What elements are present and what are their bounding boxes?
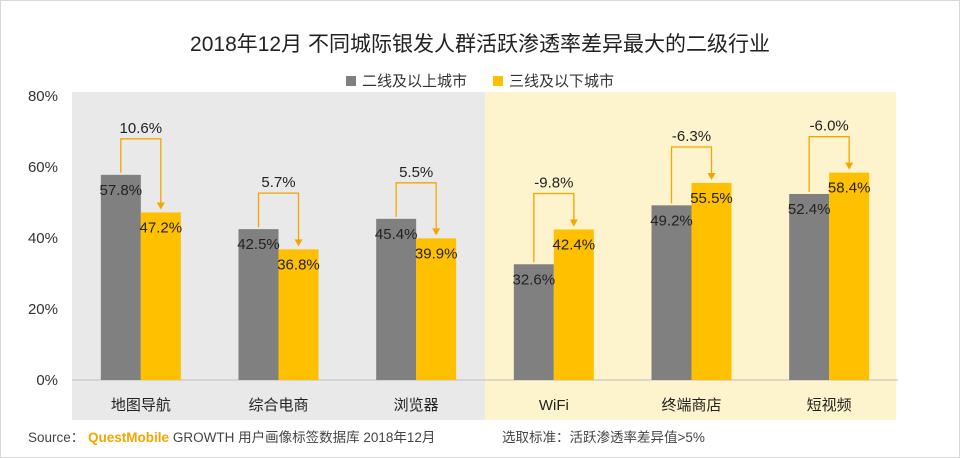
difference-arrowhead bbox=[707, 172, 716, 180]
bar-series-2 bbox=[691, 182, 732, 380]
chart-title: 2018年12月 不同城际银发人群活跃渗透率差异最大的二级行业 bbox=[190, 33, 770, 56]
legend-swatch-series-1 bbox=[345, 75, 356, 86]
source-brand: QuestMobile bbox=[88, 430, 170, 445]
difference-label: 5.7% bbox=[261, 174, 295, 191]
difference-arrowhead bbox=[156, 202, 165, 210]
bar-series-1 bbox=[376, 218, 417, 380]
x-tick-label: 综合电商 bbox=[248, 397, 308, 414]
x-tick-label: 地图导航 bbox=[111, 397, 171, 414]
selection-criteria: 选取标准：活跃渗透率差异值>5% bbox=[502, 430, 705, 445]
difference-label: 5.5% bbox=[399, 164, 433, 181]
difference-label: -6.0% bbox=[810, 118, 849, 135]
data-label-series-2: 42.4% bbox=[553, 236, 596, 253]
y-tick-label: 20% bbox=[28, 301, 58, 318]
y-tick-label: 80% bbox=[28, 88, 58, 105]
data-label-series-1: 52.4% bbox=[788, 201, 831, 218]
data-label-series-2: 47.2% bbox=[140, 219, 183, 236]
y-tick-label: 40% bbox=[28, 230, 58, 247]
data-label-series-1: 49.2% bbox=[650, 212, 693, 229]
data-label-series-2: 55.5% bbox=[690, 190, 733, 207]
difference-bracket bbox=[808, 136, 850, 192]
difference-label: -6.3% bbox=[672, 128, 711, 145]
legend-label-series-1: 二线及以上城市 bbox=[361, 73, 467, 90]
y-tick-label: 0% bbox=[36, 372, 58, 389]
data-label-series-1: 42.5% bbox=[237, 236, 280, 253]
difference-label: -9.8% bbox=[534, 174, 573, 191]
data-label-series-2: 36.8% bbox=[277, 256, 320, 273]
legend-swatch-series-2 bbox=[493, 75, 503, 86]
legend-item-series-1: 二线及以上城市 bbox=[345, 70, 467, 91]
source-prefix: Source： bbox=[28, 430, 85, 445]
source-suffix: GROWTH 用户画像标签数据库 2018年12月 bbox=[172, 430, 436, 445]
footer: Source： QuestMobile GROWTH 用户画像标签数据库 201… bbox=[28, 426, 705, 446]
difference-bracket bbox=[533, 192, 575, 263]
legend-label-series-2: 三线及以下城市 bbox=[509, 73, 615, 90]
difference-arrowhead bbox=[294, 239, 303, 247]
difference-bracket bbox=[257, 192, 300, 241]
data-label-series-2: 58.4% bbox=[828, 180, 871, 197]
difference-arrowhead bbox=[432, 228, 441, 236]
x-tick-label: 短视频 bbox=[807, 397, 852, 414]
difference-bracket bbox=[670, 146, 713, 204]
bar-series-2 bbox=[278, 249, 319, 380]
x-tick-label: 浏览器 bbox=[394, 397, 439, 414]
bar-series-1 bbox=[789, 193, 830, 380]
data-label-series-1: 32.6% bbox=[513, 271, 556, 288]
bar-series-1 bbox=[513, 264, 554, 380]
x-tick-label: 终端商店 bbox=[661, 397, 721, 414]
difference-arrowhead bbox=[569, 219, 578, 227]
data-label-series-2: 39.9% bbox=[415, 245, 458, 262]
bar-series-1 bbox=[100, 174, 141, 380]
difference-bracket bbox=[120, 138, 162, 204]
bar-series-1 bbox=[651, 205, 692, 380]
bar-series-1 bbox=[238, 229, 279, 380]
data-label-series-1: 45.4% bbox=[375, 226, 418, 243]
bar-series-2 bbox=[829, 172, 870, 380]
chart-legend: 二线及以上城市 三线及以下城市 bbox=[0, 70, 960, 91]
legend-item-series-2: 三线及以下城市 bbox=[493, 70, 614, 91]
difference-bracket bbox=[395, 182, 437, 230]
bar-series-2 bbox=[416, 238, 457, 380]
difference-label: 10.6% bbox=[120, 120, 163, 137]
difference-arrowhead bbox=[845, 162, 854, 170]
y-tick-label: 60% bbox=[28, 159, 58, 176]
bar-series-2 bbox=[140, 212, 181, 380]
x-tick-label: WiFi bbox=[539, 397, 569, 414]
bar-series-2 bbox=[553, 229, 594, 380]
data-label-series-1: 57.8% bbox=[100, 182, 143, 199]
